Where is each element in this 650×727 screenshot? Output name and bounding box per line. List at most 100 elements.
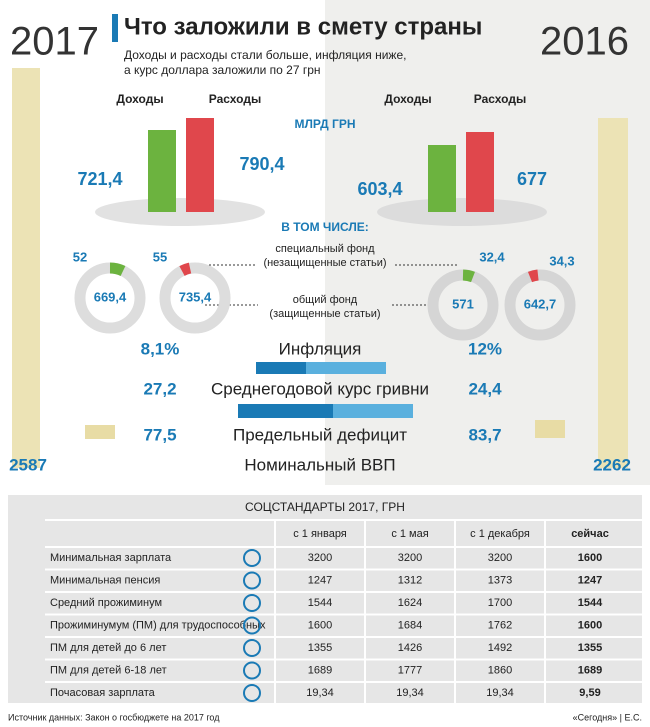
cell: 19,34 (486, 687, 514, 699)
cell: 1689 (578, 664, 602, 676)
icon (243, 684, 261, 702)
gdp-column (598, 118, 628, 468)
value: 669,4 (94, 289, 127, 304)
cell: 1544 (578, 597, 603, 609)
units: МЛРД ГРН (294, 117, 355, 131)
donuts (74, 262, 576, 341)
year: 2017 (10, 20, 99, 64)
cell: 1355 (308, 642, 332, 654)
icon (243, 616, 261, 635)
value: 642,7 (524, 296, 557, 311)
icon (243, 639, 261, 657)
cell: 1373 (488, 574, 512, 586)
included: В ТОМ ЧИСЛЕ: (281, 220, 369, 234)
value: 34,3 (549, 253, 574, 268)
cell: 1689 (308, 664, 332, 676)
cell: 1624 (398, 597, 422, 609)
value: 77,5 (143, 425, 176, 444)
cell: 1860 (488, 664, 512, 676)
icon (243, 661, 261, 680)
value: 83,7 (468, 425, 501, 444)
cell: 1247 (578, 574, 602, 586)
income-bar (428, 145, 456, 212)
bar (333, 404, 413, 418)
cell: 1777 (398, 664, 422, 676)
value: 603,4 (357, 179, 402, 199)
cell: 19,34 (396, 687, 424, 699)
subtitle: Доходы и расходы стали больше, инфляция … (124, 48, 406, 62)
cell: 1312 (398, 574, 422, 586)
cell: 3200 (398, 552, 422, 564)
block (85, 425, 115, 439)
column-label: Расходы (474, 92, 526, 106)
bar (238, 404, 333, 418)
cell: 19,34 (306, 687, 334, 699)
title-marker (112, 14, 118, 42)
indicator: Инфляция (279, 339, 362, 358)
year: 2016 (540, 20, 629, 64)
cell: 9,59 (579, 687, 600, 699)
title: Что заложили в смету страны (124, 13, 482, 40)
value: 571 (452, 296, 474, 311)
value: 735,4 (179, 289, 212, 304)
column-label: Доходы (116, 92, 163, 106)
cell: 1684 (398, 619, 422, 631)
row-label: Минимальная зарплата (50, 552, 172, 564)
bar (256, 362, 306, 374)
row-label: Средний прожиминум (50, 597, 162, 609)
row-label: Прожиминумум (ПМ) для трудоспособных (50, 619, 266, 631)
column-header: с 1 декабря (470, 528, 530, 540)
value: 2262 (593, 455, 631, 474)
column-label: Расходы (209, 92, 261, 106)
value: 52 (73, 249, 87, 264)
shadow (377, 198, 547, 226)
table-bg (8, 495, 642, 703)
shadow (95, 198, 265, 226)
fund-label: (защищенные статьи) (269, 308, 380, 320)
row-label: Почасовая зарплата (50, 687, 156, 699)
credit: «Сегодня» | Е.С. (573, 712, 642, 722)
cell: 1355 (578, 642, 602, 654)
value: 12% (468, 339, 502, 358)
icon (243, 594, 261, 612)
cell: 1492 (488, 642, 512, 654)
row-label: ПМ для детей 6-18 лет (50, 664, 167, 676)
cell: 1600 (578, 552, 602, 564)
cell: 1762 (488, 619, 512, 631)
fund-label: общий фонд (293, 294, 358, 306)
value: 677 (517, 169, 547, 189)
cell: 1247 (308, 574, 332, 586)
row-label: ПМ для детей до 6 лет (50, 642, 166, 654)
value: 24,4 (468, 379, 502, 398)
expenses-bar (466, 132, 494, 212)
value: 27,2 (143, 379, 176, 398)
value: 55 (153, 249, 167, 264)
column-header: сейчас (571, 528, 609, 540)
gdp-column (12, 68, 40, 468)
column-header: с 1 января (293, 528, 347, 540)
value: 32,4 (479, 249, 505, 264)
source: Источник данных: Закон о госбюджете на 2… (8, 712, 220, 722)
block (535, 420, 565, 438)
cell: 1600 (578, 619, 602, 631)
indicator: Номинальный ВВП (244, 455, 395, 474)
cell: 1426 (398, 642, 422, 654)
column-label: Доходы (384, 92, 431, 106)
cell: 1700 (488, 597, 512, 609)
table: с 1 января с 1 мая с 1 декабря сейчас Минима… (45, 519, 642, 703)
cell: 3200 (308, 552, 332, 564)
column-header: с 1 мая (391, 528, 428, 540)
table-title: СОЦСТАНДАРТЫ 2017, ГРН (245, 500, 405, 514)
cell: 1600 (308, 619, 332, 631)
value: 721,4 (77, 169, 122, 189)
expenses-bar (186, 118, 214, 212)
cell: 3200 (488, 552, 512, 564)
income-bar (148, 130, 176, 212)
value: 2587 (9, 455, 47, 474)
icon (243, 571, 261, 590)
value: 790,4 (239, 154, 284, 174)
value: 8,1% (141, 339, 180, 358)
indicator: Среднегодовой курс гривни (211, 379, 429, 398)
